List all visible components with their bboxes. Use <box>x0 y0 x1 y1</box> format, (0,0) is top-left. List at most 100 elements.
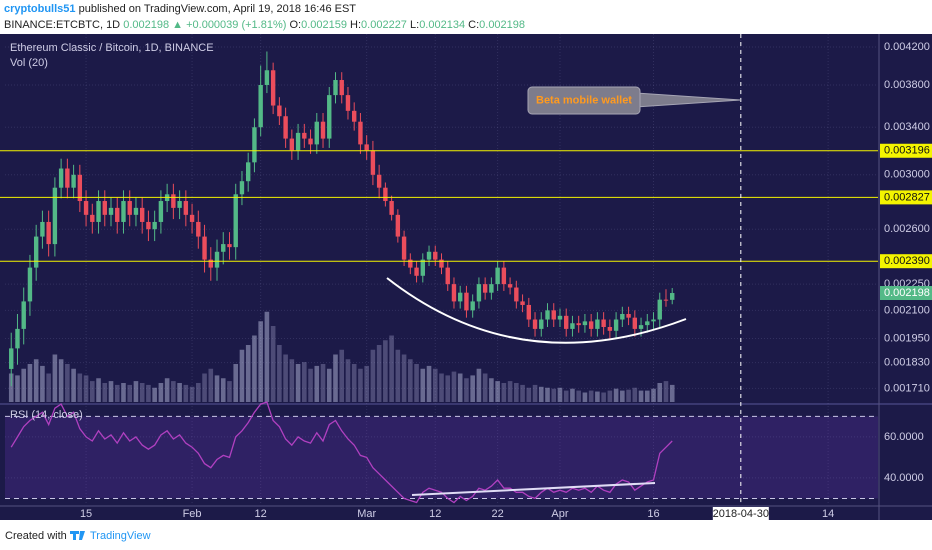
volume-bar <box>395 349 401 402</box>
volume-bar <box>277 345 282 402</box>
volume-bar <box>196 383 201 402</box>
volume-bar <box>40 365 45 402</box>
volume-bar <box>401 354 407 402</box>
candle-body <box>158 201 164 222</box>
footer-brand[interactable]: TradingView <box>90 530 151 542</box>
volume-bar <box>613 388 619 402</box>
candle-body <box>71 174 76 188</box>
candle-body <box>208 259 213 268</box>
volume-bar <box>545 387 550 402</box>
candle-body <box>221 244 226 252</box>
rsi-tick-label: 60.0000 <box>884 431 924 443</box>
candle-body <box>115 207 120 222</box>
candle-body <box>651 319 656 322</box>
volume-bar <box>252 335 257 402</box>
volume-bar <box>171 381 176 402</box>
l-label: L: <box>410 19 419 31</box>
volume-bar <box>295 364 301 402</box>
volume-bar <box>595 391 600 402</box>
x-tick-label: Apr <box>551 508 568 520</box>
callout-box <box>527 86 641 115</box>
candle-body <box>239 181 245 195</box>
candle-body <box>501 267 507 285</box>
candle-body <box>177 201 182 208</box>
volume-bar <box>538 386 544 402</box>
candle-body <box>439 259 444 268</box>
rsi-line <box>10 401 673 504</box>
volume-bar <box>58 359 64 402</box>
y-tick-label: 0.002600 <box>884 223 930 235</box>
x-tick-label: Feb <box>183 508 202 520</box>
footer-created: Created with <box>5 530 67 542</box>
candle-body <box>102 201 107 215</box>
candle-body <box>408 259 413 268</box>
volume-bar <box>314 365 320 402</box>
volume-bar <box>214 375 220 402</box>
candle-body <box>383 187 388 202</box>
change: ▲ +0.000039 (+1.81%) <box>172 19 286 31</box>
candle-body <box>632 317 638 329</box>
candle-body <box>277 105 282 117</box>
candle-body <box>657 299 662 320</box>
volume-bar <box>389 335 394 402</box>
level-label-box <box>880 143 932 158</box>
volume-bar <box>121 383 126 402</box>
user[interactable]: cryptobulls51 <box>4 3 76 15</box>
volume-bar <box>376 345 382 402</box>
candle-body <box>364 144 369 151</box>
volume-bar <box>507 381 513 402</box>
volume-bar <box>601 392 606 402</box>
volume-bar <box>308 368 313 402</box>
volume-bar <box>127 384 133 402</box>
volume-bar <box>520 384 525 402</box>
volume-bar <box>139 383 145 402</box>
candle-body <box>414 267 419 276</box>
candle-body <box>470 301 475 311</box>
y-tick-label: 0.004200 <box>884 41 930 53</box>
volume-bar <box>52 354 58 402</box>
candle-body <box>576 323 581 326</box>
level-label: 0.002390 <box>884 255 930 267</box>
volume-bar <box>426 365 432 402</box>
candle-body <box>545 310 550 320</box>
candle-body <box>295 132 301 151</box>
candle-body <box>258 84 263 128</box>
level-label-box <box>880 254 932 269</box>
candle-body <box>252 127 257 163</box>
volume-bar <box>576 390 581 402</box>
volume-bar <box>177 383 182 402</box>
candle-body <box>314 121 319 145</box>
volume-bar <box>326 368 332 402</box>
candle-body <box>302 132 307 139</box>
candle-body <box>189 214 195 222</box>
volume-bar <box>557 387 563 402</box>
volume-bar <box>21 368 27 402</box>
volume-bar <box>102 383 108 402</box>
candle-body <box>520 301 525 305</box>
l-value: 0.002134 <box>419 19 465 31</box>
volume-bar <box>451 371 457 402</box>
candle-body <box>27 267 33 302</box>
candle-body <box>327 95 332 139</box>
volume-bar <box>108 381 114 402</box>
candle-body <box>613 319 619 331</box>
y-tick-label: 0.001710 <box>884 382 930 394</box>
candle-body <box>557 315 563 320</box>
volume-bar <box>15 375 20 402</box>
volume-bar <box>563 390 569 402</box>
candle-body <box>333 80 338 96</box>
candle-body <box>514 287 519 302</box>
volume-bar <box>414 364 419 402</box>
volume-bar <box>65 364 70 402</box>
price: 0.002198 <box>123 19 169 31</box>
last-price-box <box>880 286 932 301</box>
level-label-box <box>880 190 932 205</box>
volume-bar <box>457 373 463 402</box>
candle-body <box>96 201 101 222</box>
volume-bar <box>432 368 438 402</box>
volume-bar <box>364 365 369 402</box>
volume-label: Vol (20) <box>10 57 48 69</box>
rsi-tick-label: 40.0000 <box>884 472 924 484</box>
candle-body <box>601 319 606 327</box>
chart-title: Ethereum Classic / Bitcoin, 1D, BINANCE <box>10 42 214 54</box>
